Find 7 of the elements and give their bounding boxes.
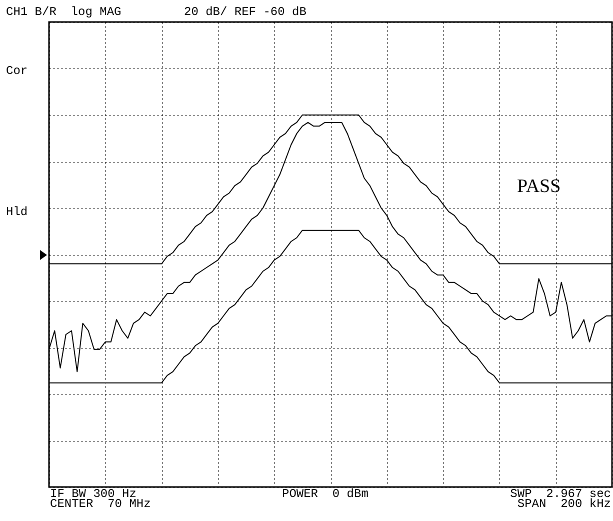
text: CENTER 70 MHz	[50, 497, 151, 511]
annotation: POWER 0 dBm	[282, 487, 368, 501]
text: Hld	[6, 205, 28, 219]
chart-title: CH1 B/R log MAG	[6, 5, 122, 19]
chart-subtitle: 20 dB/ REF -60 dB	[184, 5, 306, 19]
annotation: PASS	[517, 176, 561, 197]
text: Cor	[6, 64, 28, 78]
